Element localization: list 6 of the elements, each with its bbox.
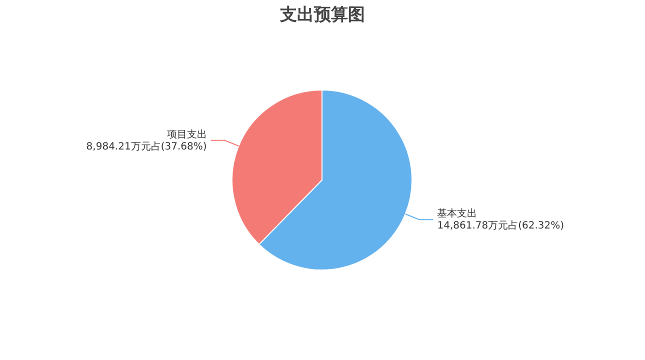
pie-slice <box>232 90 322 245</box>
slice-label: 基本支出 <box>437 208 478 220</box>
data-label: 8,984.21万元占(37.68%) <box>86 140 207 152</box>
chart-title: 支出预算图 <box>279 5 365 25</box>
data-label: 14,861.78万元占(62.32%) <box>437 220 564 232</box>
slice-label: 项目支出 <box>166 128 207 140</box>
